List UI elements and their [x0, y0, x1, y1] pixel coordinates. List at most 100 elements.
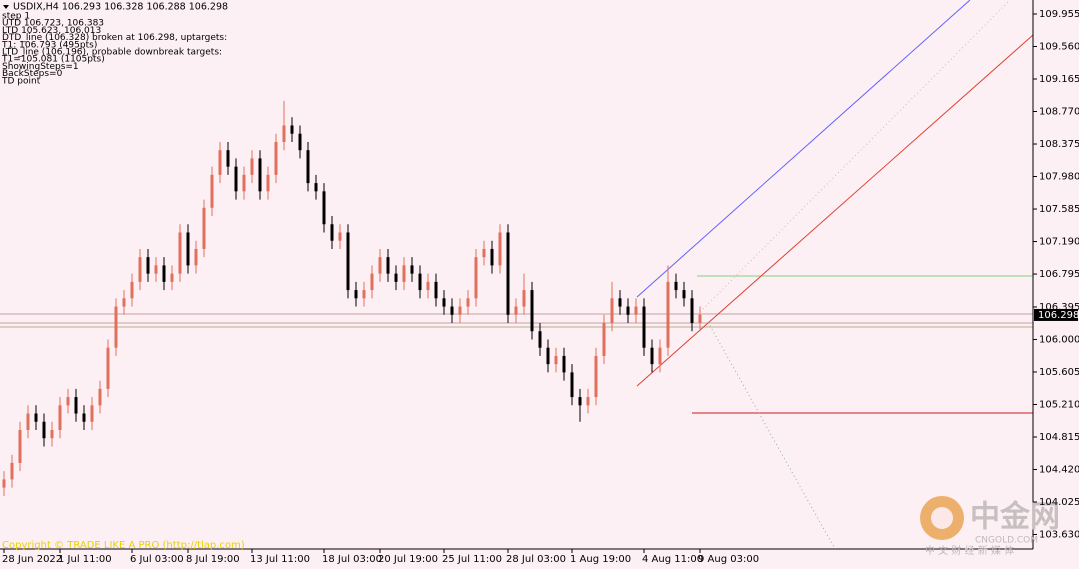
candle-body: [58, 405, 62, 430]
collapse-icon: [3, 5, 9, 9]
candle-body: [90, 405, 94, 422]
candle-body: [634, 306, 638, 315]
candle-body: [650, 347, 654, 365]
candle-body: [154, 265, 158, 274]
candle-body: [322, 191, 326, 225]
y-tick-label: 109.165: [1039, 74, 1079, 85]
copyright: Copyright © TRADE LIKE A PRO (http://tla…: [2, 540, 245, 551]
candle-body: [450, 306, 454, 315]
candle-body: [426, 281, 430, 291]
x-tick-label: 8 Jul 19:00: [186, 554, 240, 565]
y-tick-label: 109.955: [1039, 9, 1079, 20]
candle-body: [74, 397, 78, 414]
candle-body: [202, 207, 206, 249]
info-line: DTD_line (106.328) broken at 106.298, up…: [2, 33, 227, 43]
candle-body: [218, 150, 222, 175]
candle-body: [482, 248, 486, 258]
info-line: UTD 106.723, 106.383: [2, 19, 104, 29]
watermark-logo: [931, 507, 953, 529]
candle-body: [362, 290, 366, 299]
y-tick-label: 104.025: [1039, 497, 1079, 508]
info-line: TD point: [1, 76, 41, 86]
candle-body: [530, 290, 534, 332]
candle-body: [18, 429, 22, 463]
candle-body: [698, 314, 702, 324]
candle-body: [114, 306, 118, 348]
candle-body: [338, 232, 342, 241]
candle-body: [554, 355, 558, 365]
last-price-label: 106.298: [1038, 310, 1079, 321]
candle-body: [394, 273, 398, 282]
y-tick-label: 107.980: [1039, 172, 1079, 183]
candle-body: [402, 265, 406, 282]
candle-body: [66, 397, 70, 406]
candle-body: [418, 273, 422, 291]
chart-title: USDIX,H4 106.293 106.328 106.288 106.298: [13, 2, 228, 13]
y-tick-label: 108.770: [1039, 107, 1079, 118]
candle-body: [514, 306, 518, 315]
watermark-name: 中金网: [970, 500, 1060, 535]
candle-body: [282, 125, 286, 142]
candle-body: [626, 306, 630, 315]
x-tick-label: 9 Aug 03:00: [698, 554, 759, 565]
x-tick-label: 25 Jul 11:00: [442, 554, 502, 565]
trend-line: [636, 0, 971, 298]
info-line: LTD_line (106.196), probable downbreak t…: [2, 48, 222, 58]
info-line: ShowingSteps=1: [2, 62, 79, 72]
candle-body: [42, 421, 46, 439]
candle-body: [314, 183, 318, 192]
y-tick-label: 104.815: [1039, 432, 1079, 443]
candle-body: [410, 265, 414, 274]
candle-body: [642, 306, 646, 348]
candle-body: [122, 298, 126, 307]
x-tick-label: 1 Aug 19:00: [570, 554, 631, 565]
y-tick-label: 105.605: [1039, 367, 1079, 378]
x-tick-label: 4 Aug 11:00: [642, 554, 703, 565]
x-tick-label: 1 Jul 11:00: [58, 554, 112, 565]
candle-body: [474, 257, 478, 299]
candle-body: [498, 232, 502, 266]
projection-line: [707, 321, 836, 550]
candle-body: [386, 257, 390, 274]
candle-body: [570, 372, 574, 398]
candle-body: [50, 429, 54, 439]
candle-body: [674, 281, 678, 291]
candle-body: [274, 141, 278, 175]
y-tick-label: 105.210: [1039, 399, 1079, 410]
candle-body: [522, 290, 526, 307]
y-tick-label: 103.630: [1039, 530, 1079, 541]
candle-body: [98, 388, 102, 406]
y-tick-label: 109.560: [1039, 41, 1079, 52]
candle-body: [346, 232, 350, 291]
candle-body: [442, 298, 446, 307]
info-line: step 1: [2, 12, 30, 22]
candle-body: [506, 232, 510, 315]
candle-body: [618, 298, 622, 307]
info-line: BackSteps=0: [2, 69, 63, 79]
x-tick-label: 28 Jun 2022: [2, 554, 62, 565]
candle-body: [594, 355, 598, 398]
info-line: T1: 106.793 (495pts): [1, 40, 97, 50]
candle-body: [298, 133, 302, 151]
candle-body: [466, 298, 470, 307]
candle-body: [306, 150, 310, 184]
candle-body: [538, 331, 542, 348]
x-tick-label: 28 Jul 03:00: [506, 554, 566, 565]
candle-body: [578, 397, 582, 406]
x-tick-label: 13 Jul 11:00: [250, 554, 310, 565]
watermark-slogan: 中 文 财 经 新 媒 体: [925, 544, 1014, 557]
candle-body: [226, 150, 230, 167]
candle-body: [610, 298, 614, 324]
candle-body: [26, 413, 30, 430]
candle-body: [146, 257, 150, 274]
last-price-box: [1034, 308, 1078, 321]
candle-body: [434, 281, 438, 299]
y-tick-label: 104.420: [1039, 465, 1079, 476]
y-tick-label: 107.190: [1039, 237, 1079, 248]
candle-body: [690, 298, 694, 324]
candle-body: [490, 248, 494, 266]
watermark-site: CNGOLD.COM: [975, 536, 1038, 546]
candle-body: [162, 265, 166, 282]
